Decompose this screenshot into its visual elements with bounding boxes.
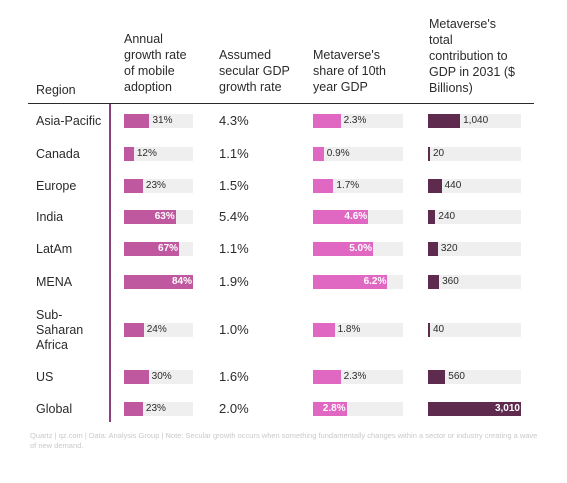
mobile-adoption-track (124, 147, 193, 161)
metaverse-share-value-label: 1.7% (336, 180, 360, 191)
region-label: Asia-Pacific (36, 113, 102, 128)
metaverse-share-value-label: 5.0% (349, 243, 372, 254)
metaverse-contribution-bar (428, 370, 446, 384)
metaverse-contribution-bar (428, 402, 521, 416)
mobile-adoption-value-label: 30% (151, 371, 172, 382)
mobile-adoption-value-label: 67% (158, 243, 179, 254)
header-mobile-adoption: Annual growth rate of mobile adoption (124, 32, 187, 94)
mobile-adoption-bar (124, 370, 149, 384)
gdp-growth-value: 5.4% (219, 209, 249, 224)
metaverse-share-bar (313, 210, 369, 224)
gdp-growth-value: 1.1% (219, 146, 249, 161)
gdp-growth-value: 2.0% (219, 401, 249, 416)
metaverse-contribution-bar (428, 323, 430, 337)
region-label: LatAm (36, 241, 73, 256)
metaverse-share-value-label: 2.8% (322, 403, 346, 414)
region-label: MENA (36, 274, 73, 289)
metaverse-share-track (313, 147, 403, 161)
metaverse-share-bar (313, 114, 341, 128)
metaverse-contribution-value-label: 40 (433, 324, 445, 335)
mobile-adoption-bar (124, 114, 150, 128)
metaverse-share-value-label: 6.2% (363, 276, 387, 287)
metaverse-share-bar (313, 147, 324, 161)
region-label: Canada (36, 146, 80, 161)
mobile-adoption-bar (124, 323, 144, 337)
mobile-adoption-value-label: 23% (145, 180, 166, 191)
mobile-adoption-bar (124, 147, 134, 161)
metaverse-share-bar (313, 402, 347, 416)
metaverse-share-value-label: 0.9% (326, 148, 350, 159)
metaverse-contribution-track (428, 179, 521, 193)
metaverse-contribution-track (428, 147, 521, 161)
gdp-growth-value: 1.9% (219, 274, 249, 289)
header-gdp-growth: Assumed secular GDP growth rate (219, 48, 290, 94)
metaverse-contribution-value-label: 320 (440, 243, 458, 254)
metaverse-contribution-value-label: 440 (444, 180, 462, 191)
region-label: Europe (36, 178, 77, 193)
mobile-adoption-bar (124, 275, 193, 289)
region-label: US (36, 369, 54, 384)
source-note: Quartz | qz.com | Data: Analysis Group |… (30, 431, 538, 450)
metaverse-contribution-bar (428, 147, 430, 161)
metaverse-share-bar (313, 242, 373, 256)
metaverse-contribution-bar (428, 179, 442, 193)
mobile-adoption-bar (124, 179, 143, 193)
metaverse-share-bar (313, 275, 388, 289)
region-label: Global (36, 401, 73, 416)
mobile-adoption-value-label: 23% (145, 403, 166, 414)
metaverse-contribution-bar (428, 275, 440, 289)
metaverse-contribution-bar (428, 242, 438, 256)
metaverse-share-value-label: 1.8% (337, 324, 361, 335)
header-metaverse-share: Metaverse's share of 10th year GDP (313, 48, 386, 94)
metaverse-share-bar (313, 370, 341, 384)
mobile-adoption-bar (124, 242, 180, 256)
header-metaverse-contribution: Metaverse's total contribution to GDP in… (429, 17, 515, 95)
metaverse-share-value-label: 2.3% (343, 371, 367, 382)
mobile-adoption-bar (124, 210, 176, 224)
mobile-adoption-value-label: 31% (152, 115, 173, 126)
region-divider (109, 104, 111, 422)
gdp-growth-value: 4.3% (219, 113, 249, 128)
metaverse-share-value-label: 4.6% (344, 211, 368, 222)
metaverse-contribution-track (428, 210, 521, 224)
metaverse-share-track (313, 323, 403, 337)
header-region: Region (36, 83, 76, 97)
region-label: Sub- Saharan Africa (36, 307, 84, 352)
region-label: India (36, 209, 64, 224)
mobile-adoption-value-label: 12% (136, 148, 157, 159)
metaverse-contribution-track (428, 370, 521, 384)
metaverse-contribution-value-label: 3,010 (494, 403, 520, 414)
metaverse-contribution-track (428, 242, 521, 256)
gdp-growth-value: 1.6% (219, 369, 249, 384)
metaverse-contribution-value-label: 240 (438, 211, 456, 222)
metaverse-contribution-value-label: 560 (448, 371, 465, 382)
gdp-growth-value: 1.1% (219, 241, 249, 256)
metaverse-contribution-value-label: 1,040 (463, 115, 489, 126)
mobile-adoption-bar (124, 402, 143, 416)
gdp-growth-value: 1.0% (219, 322, 249, 337)
mobile-adoption-value-label: 24% (146, 324, 167, 335)
metaverse-contribution-track (428, 323, 521, 337)
metaverse-contribution-bar (428, 210, 436, 224)
metaverse-share-bar (313, 323, 335, 337)
metaverse-share-value-label: 2.3% (343, 115, 367, 126)
header-rule (28, 103, 534, 104)
metaverse-contribution-bar (428, 114, 461, 128)
metaverse-contribution-value-label: 360 (442, 276, 459, 287)
metaverse-contribution-track (428, 275, 521, 289)
metaverse-contribution-value-label: 20 (433, 148, 445, 159)
gdp-growth-value: 1.5% (219, 178, 249, 193)
mobile-adoption-value-label: 84% (171, 276, 192, 287)
metaverse-share-track (313, 179, 403, 193)
metaverse-share-bar (313, 179, 334, 193)
mobile-adoption-value-label: 63% (154, 211, 175, 222)
